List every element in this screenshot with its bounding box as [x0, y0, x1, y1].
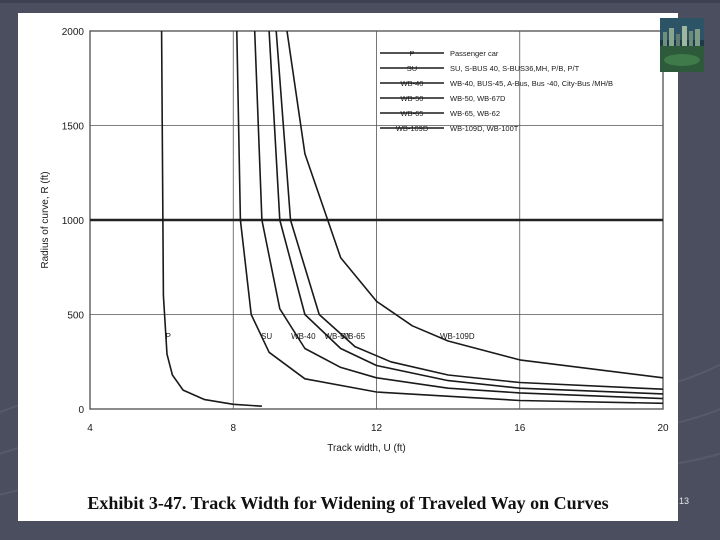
series-line-p — [160, 30, 262, 407]
figure-caption: Exhibit 3-47. Track Width for Widening o… — [87, 493, 609, 513]
legend-key: SU — [407, 64, 417, 73]
legend-description: WB-109D, WB-100T — [450, 124, 519, 133]
legend-description: WB-40, BUS-45, A-Bus, Bus -40, City-Bus … — [450, 79, 613, 88]
x-tick-label: 16 — [514, 423, 526, 434]
series-label-wb-40: WB-40 — [291, 332, 316, 341]
series-line-wb-50 — [268, 30, 664, 395]
city-thumbnail-image — [660, 18, 704, 72]
series-label-wb-50: WB-50 — [324, 332, 349, 341]
legend-description: SU, S-BUS 40, S-BUS36,MH, P/B, P/T — [450, 64, 580, 73]
series-line-wb-65 — [275, 30, 664, 390]
y-tick-label: 500 — [67, 311, 84, 322]
series-label-p: P — [166, 332, 171, 341]
x-tick-label: 8 — [230, 423, 236, 434]
series-label-su: SU — [261, 332, 272, 341]
chart: 4 8 12 16 20 0 500 1000 1500 2000 Track width, U (… — [40, 27, 669, 454]
series-label-wb-109d: WB-109D — [440, 332, 475, 341]
y-tick-label: 1000 — [62, 216, 85, 227]
chart-legend: P Passenger car SU SU, S-BUS 40, S-BUS36,MH… — [380, 49, 613, 133]
legend-key: WB-40 — [401, 79, 424, 88]
series-label-wb-65: WB-65 — [341, 332, 366, 341]
y-tick-label: 2000 — [62, 27, 85, 38]
y-tick-label: 0 — [78, 405, 84, 416]
y-tick-label: 1500 — [62, 122, 85, 133]
series-line-wb-109d — [286, 30, 664, 379]
legend-key: WB-50 — [401, 94, 424, 103]
legend-description: WB-50, WB-67D — [450, 94, 506, 103]
legend-key: WB-109D — [396, 124, 429, 133]
series-line-wb-40 — [253, 30, 664, 400]
chart-axes: 4 8 12 16 20 0 500 1000 1500 2000 Track width, U (… — [40, 27, 669, 454]
series-line-su — [236, 30, 664, 405]
legend-key: WB-65 — [401, 109, 424, 118]
x-tick-label: 4 — [87, 423, 93, 434]
x-tick-label: 12 — [371, 423, 383, 434]
legend-description: WB-65, WB-62 — [450, 109, 500, 118]
x-axis-title: Track width, U (ft) — [327, 443, 406, 454]
x-tick-label: 20 — [657, 423, 669, 434]
y-axis-title: Radius of curve, R (ft) — [40, 171, 51, 268]
legend-description: Passenger car — [450, 49, 499, 58]
slide-number: 13 — [679, 496, 690, 506]
slide-panel: 4 8 12 16 20 0 500 1000 1500 2000 Track width, U (… — [18, 13, 678, 521]
legend-key: P — [409, 49, 414, 58]
chart-grid — [89, 30, 664, 410]
